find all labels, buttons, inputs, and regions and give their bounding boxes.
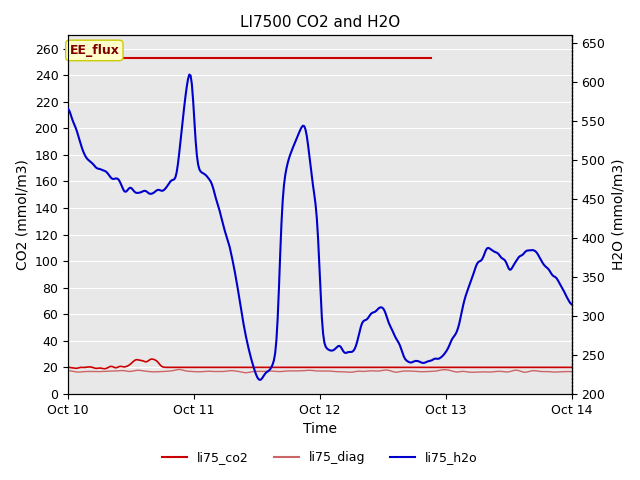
Title: LI7500 CO2 and H2O: LI7500 CO2 and H2O [240,15,400,30]
Y-axis label: CO2 (mmol/m3): CO2 (mmol/m3) [15,159,29,270]
Y-axis label: H2O (mmol/m3): H2O (mmol/m3) [611,159,625,270]
Text: EE_flux: EE_flux [69,44,119,57]
X-axis label: Time: Time [303,422,337,436]
Legend: li75_co2, li75_diag, li75_h2o: li75_co2, li75_diag, li75_h2o [157,446,483,469]
